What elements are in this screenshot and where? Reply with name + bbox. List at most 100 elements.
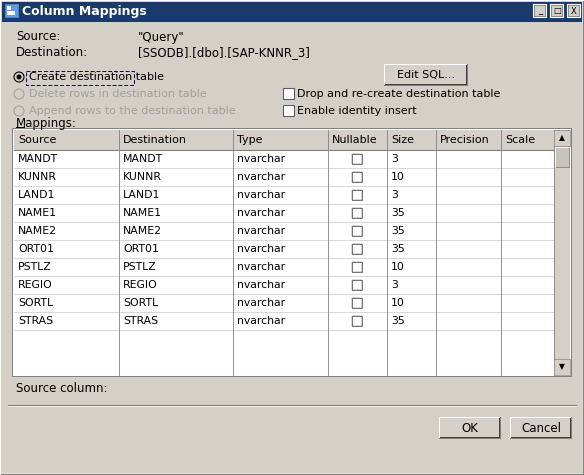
Text: KUNNR: KUNNR <box>18 172 57 182</box>
Text: Source: Source <box>18 135 57 145</box>
Bar <box>5 4 19 18</box>
Bar <box>352 208 362 218</box>
Bar <box>554 130 570 146</box>
Bar <box>352 154 362 164</box>
Text: □: □ <box>553 7 561 16</box>
Text: PSTLZ: PSTLZ <box>123 262 157 272</box>
Text: Source column:: Source column: <box>16 382 107 396</box>
Text: 3: 3 <box>391 154 398 164</box>
Bar <box>384 64 468 86</box>
Text: Enable identity insert: Enable identity insert <box>297 106 416 116</box>
Bar <box>352 190 362 200</box>
Bar <box>14 294 554 312</box>
Bar <box>352 280 362 290</box>
Bar <box>14 312 554 330</box>
Text: NAME2: NAME2 <box>123 226 162 236</box>
Text: LAND1: LAND1 <box>123 190 161 200</box>
Bar <box>567 4 581 17</box>
Circle shape <box>14 89 24 99</box>
Bar <box>352 280 362 290</box>
Text: Size: Size <box>391 135 414 145</box>
Bar <box>352 262 362 272</box>
Text: 35: 35 <box>391 208 405 218</box>
Text: 35: 35 <box>391 316 405 326</box>
Bar <box>352 172 362 182</box>
Bar <box>283 88 294 99</box>
Circle shape <box>14 72 24 82</box>
Text: Nullable: Nullable <box>332 135 378 145</box>
Text: MANDT: MANDT <box>123 154 163 164</box>
Bar <box>283 105 294 116</box>
Text: SORTL: SORTL <box>18 298 53 308</box>
Text: nvarchar: nvarchar <box>237 280 285 290</box>
Text: Destination: Destination <box>123 135 187 145</box>
Text: Type: Type <box>237 135 262 145</box>
Text: 35: 35 <box>391 226 405 236</box>
Text: nvarchar: nvarchar <box>237 172 285 182</box>
Bar <box>7 11 15 15</box>
Bar <box>352 208 362 218</box>
Bar <box>352 154 362 164</box>
Text: "Query": "Query" <box>138 30 185 44</box>
Bar <box>283 88 294 99</box>
Bar <box>352 244 362 254</box>
Bar <box>352 316 362 326</box>
Text: _: _ <box>538 7 542 16</box>
Bar <box>554 130 570 375</box>
Text: NAME1: NAME1 <box>18 208 57 218</box>
Bar <box>384 64 467 85</box>
Bar <box>352 226 362 236</box>
Bar <box>550 4 564 17</box>
Text: REGIO: REGIO <box>123 280 158 290</box>
Text: [SSODB].[dbo].[SAP-KNNR_3]: [SSODB].[dbo].[SAP-KNNR_3] <box>138 47 310 59</box>
Bar <box>555 147 569 167</box>
Bar <box>14 130 554 150</box>
Text: ORT01: ORT01 <box>123 244 159 254</box>
Text: nvarchar: nvarchar <box>237 244 285 254</box>
Bar <box>26 71 134 85</box>
Bar <box>352 316 362 326</box>
Text: nvarchar: nvarchar <box>237 298 285 308</box>
Text: 3: 3 <box>391 190 398 200</box>
Text: ▼: ▼ <box>559 362 565 371</box>
Text: Delete rows in destination table: Delete rows in destination table <box>29 89 207 99</box>
Text: Append rows to the destination table: Append rows to the destination table <box>29 106 235 116</box>
Text: KUNNR: KUNNR <box>123 172 162 182</box>
Text: Source:: Source: <box>16 30 60 44</box>
Text: 3: 3 <box>391 280 398 290</box>
Bar <box>14 186 554 204</box>
Text: Mappings:: Mappings: <box>16 117 77 131</box>
Bar <box>385 65 466 84</box>
Text: OK: OK <box>461 421 478 435</box>
Bar <box>14 130 570 375</box>
Bar <box>352 298 362 308</box>
Bar <box>533 4 547 17</box>
Text: Create destination table: Create destination table <box>29 72 164 82</box>
Bar <box>510 417 572 439</box>
Bar <box>14 240 554 258</box>
Text: 10: 10 <box>391 262 405 272</box>
Text: nvarchar: nvarchar <box>237 208 285 218</box>
Bar <box>14 276 554 294</box>
Bar <box>352 226 362 236</box>
Bar <box>352 244 362 254</box>
Bar <box>14 168 554 186</box>
Text: STRAS: STRAS <box>123 316 158 326</box>
Bar <box>6 5 18 17</box>
Text: LAND1: LAND1 <box>18 190 55 200</box>
Text: nvarchar: nvarchar <box>237 226 285 236</box>
Bar <box>12 128 572 377</box>
Bar <box>352 298 362 308</box>
Bar <box>511 418 571 438</box>
Text: Precision: Precision <box>440 135 490 145</box>
Circle shape <box>14 106 24 116</box>
Text: Cancel: Cancel <box>521 421 561 435</box>
Bar <box>439 417 501 439</box>
Bar <box>440 418 500 438</box>
Bar <box>14 150 554 168</box>
Bar <box>554 359 570 375</box>
Text: REGIO: REGIO <box>18 280 53 290</box>
Bar <box>352 190 362 200</box>
Text: 10: 10 <box>391 172 405 182</box>
Text: SORTL: SORTL <box>123 298 158 308</box>
